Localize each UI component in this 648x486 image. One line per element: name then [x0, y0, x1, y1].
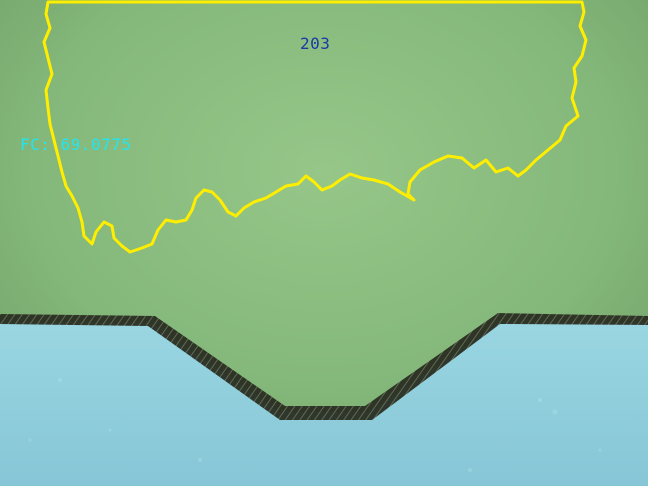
groove-edge — [0, 313, 648, 420]
fc-value-label: FC: 69.0775 — [20, 135, 132, 154]
blue-texture — [28, 378, 602, 472]
segmentation-contour — [42, 0, 588, 254]
region-id-label: 203 — [300, 34, 331, 53]
blue-region — [0, 322, 648, 486]
